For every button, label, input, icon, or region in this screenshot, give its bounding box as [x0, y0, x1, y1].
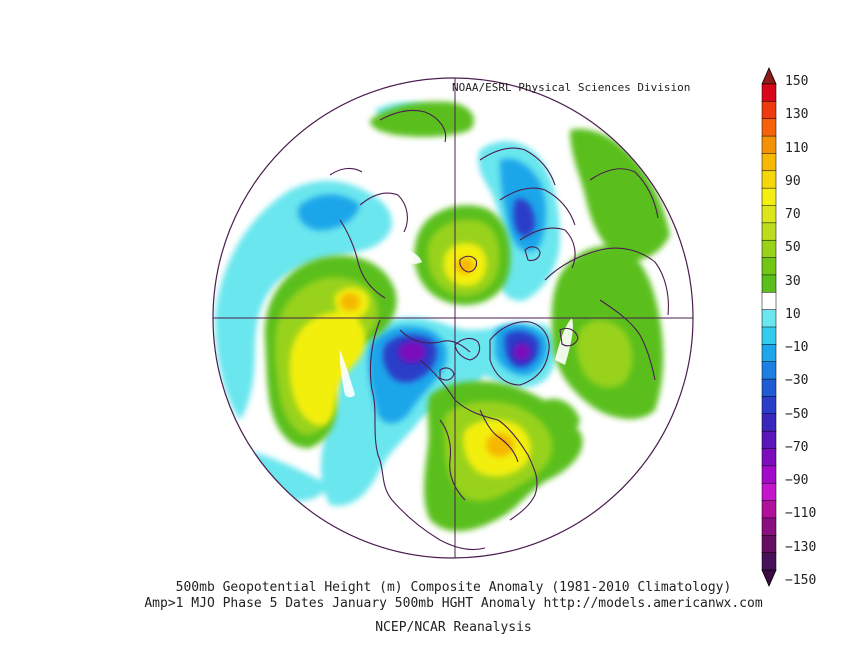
- colorbar-swatch: [761, 396, 777, 415]
- colorbar-tick-label: −110: [785, 506, 817, 522]
- colorbar-swatch: [761, 378, 777, 397]
- colorbar-swatch: [761, 292, 777, 311]
- colorbar-swatch: [761, 552, 777, 571]
- colorbar-swatch: [761, 135, 777, 154]
- colorbar-cap-top: [761, 67, 777, 85]
- colorbar-tick-label: −70: [785, 439, 809, 455]
- colorbar-tick-label: −130: [785, 539, 817, 555]
- anomaly-field: [213, 78, 693, 558]
- colorbar-swatch: [761, 187, 777, 207]
- colorbar-tick-label: 50: [785, 240, 801, 256]
- colorbar-swatch: [761, 170, 777, 189]
- caption-line-3: NCEP/NCAR Reanalysis: [375, 620, 532, 635]
- colorbar-tick-label: 150: [785, 74, 809, 89]
- caption-line-1: 500mb Geopotential Height (m) Composite …: [175, 580, 732, 595]
- colorbar-tick-label: 90: [785, 173, 801, 189]
- colorbar-tick-label: 110: [785, 140, 809, 156]
- colorbar-swatch: [761, 83, 777, 102]
- colorbar-tick-label: 10: [785, 306, 801, 322]
- graticule: [213, 78, 693, 558]
- colorbar-swatch: [761, 222, 777, 241]
- map-boundary: [212, 77, 694, 559]
- colorbar-tick-label: 130: [785, 107, 809, 123]
- credit-text: NOAA/ESRL Physical Sciences Division: [452, 81, 691, 94]
- colorbar-swatch: [761, 257, 777, 276]
- colorbar-swatch: [761, 361, 777, 380]
- colorbar-swatch: [761, 482, 777, 502]
- colorbar-swatch: [761, 344, 777, 363]
- colorbar-swatch: [761, 326, 777, 345]
- colorbar-tick-label: −30: [785, 373, 809, 389]
- caption-line-2: Amp>1 MJO Phase 5 Dates January 500mb HG…: [144, 596, 763, 611]
- colorbar-swatch: [761, 239, 777, 259]
- colorbar-tick-label: −10: [785, 340, 809, 356]
- colorbar-swatch: [761, 448, 777, 467]
- coastlines: [329, 109, 669, 551]
- colorbar-swatch: [761, 274, 777, 293]
- colorbar-swatch: [761, 517, 777, 536]
- colorbar-tick-label: −50: [785, 406, 809, 422]
- colorbar: [761, 67, 777, 587]
- colorbar-tick-label: −150: [785, 573, 817, 588]
- colorbar-swatch: [761, 101, 777, 120]
- colorbar-swatch: [761, 465, 777, 484]
- colorbar-swatch: [761, 430, 777, 450]
- colorbar-swatch: [761, 309, 777, 328]
- colorbar-swatch: [761, 500, 777, 519]
- colorbar-tick-label: −90: [785, 473, 809, 489]
- colorbar-tick-label: 30: [785, 273, 801, 289]
- colorbar-swatch: [761, 118, 777, 137]
- colorbar-swatches: [761, 67, 777, 587]
- colorbar-swatch: [761, 153, 777, 172]
- colorbar-tick-label: 70: [785, 207, 801, 223]
- colorbar-swatch: [761, 205, 777, 224]
- colorbar-swatch: [761, 413, 777, 432]
- colorbar-swatch: [761, 535, 777, 554]
- colorbar-cap-bottom: [761, 569, 777, 587]
